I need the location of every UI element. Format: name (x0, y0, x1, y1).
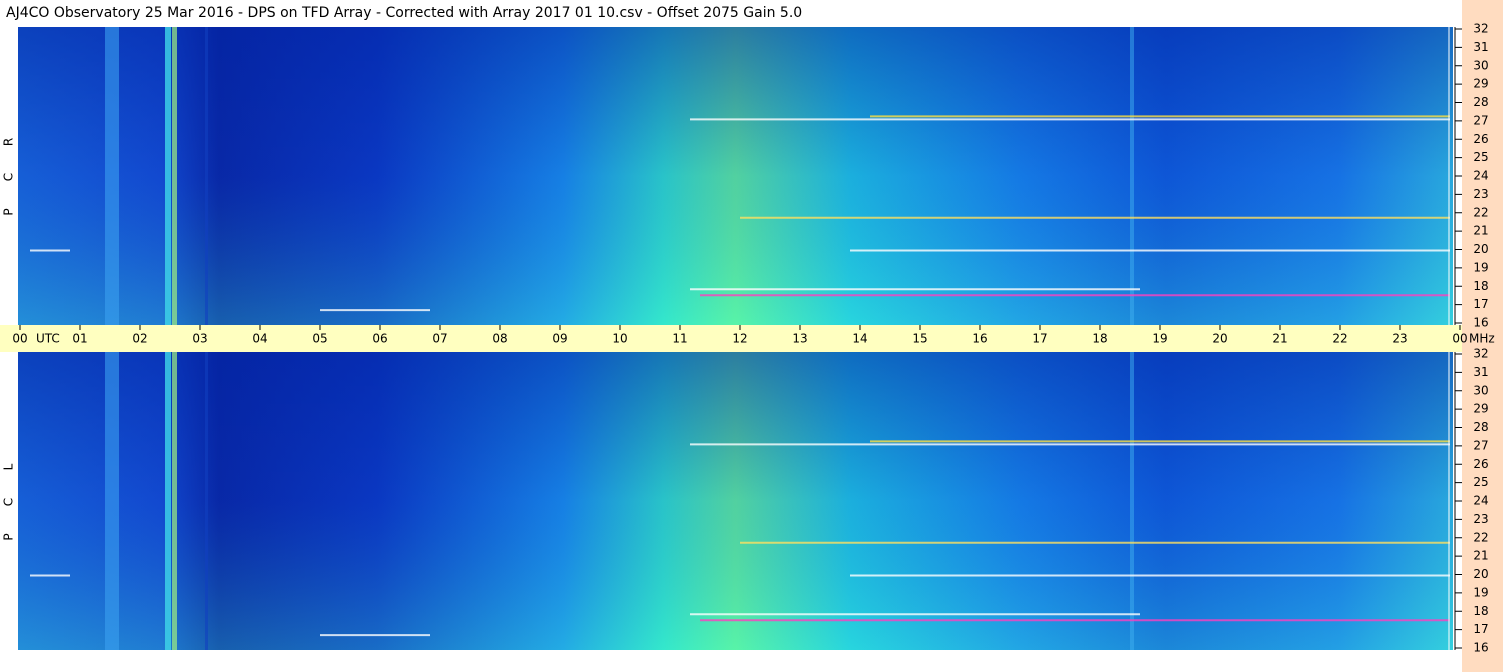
time-label: 09 (552, 332, 567, 346)
panel-letter: R (2, 138, 16, 146)
freq-label: 17 (1473, 622, 1488, 636)
stripe (172, 352, 177, 650)
freq-label: 29 (1473, 402, 1488, 416)
freq-label: 19 (1473, 585, 1488, 599)
freq-label: 30 (1473, 58, 1488, 72)
time-label: 01 (72, 332, 87, 346)
freq-label: 20 (1473, 242, 1488, 256)
freq-label: 26 (1473, 457, 1488, 471)
time-label: 16 (972, 332, 987, 346)
panel-letter: P (2, 533, 16, 540)
freq-label: 24 (1473, 494, 1488, 508)
panel-letter: C (2, 173, 16, 181)
time-label: 17 (1032, 332, 1047, 346)
time-label: 10 (612, 332, 627, 346)
time-label: 00 (1452, 332, 1467, 346)
time-label: 19 (1152, 332, 1167, 346)
spectrogram-shade (18, 352, 1453, 650)
time-label: 07 (432, 332, 447, 346)
stripe (105, 27, 119, 325)
panels (18, 27, 1453, 650)
time-axis-band (0, 325, 1462, 352)
time-label: 04 (252, 332, 267, 346)
time-unit: UTC (36, 332, 60, 346)
freq-label: 30 (1473, 383, 1488, 397)
freq-label: 17 (1473, 297, 1488, 311)
panel-letter: L (2, 463, 16, 470)
axes: 32 31 30 29 28 27 26 25 24 23 22 21 20 19 18 17 16 R C P 32 3… (2, 22, 1495, 655)
time-label: 05 (312, 332, 327, 346)
spectrogram-shade (18, 27, 1453, 325)
freq-label: 29 (1473, 77, 1488, 91)
time-label: 11 (672, 332, 687, 346)
time-label: 13 (792, 332, 807, 346)
stripe (205, 27, 208, 325)
freq-label: 21 (1473, 549, 1488, 563)
freq-label: 22 (1473, 205, 1488, 219)
freq-label: 25 (1473, 475, 1488, 489)
freq-label: 23 (1473, 187, 1488, 201)
time-label: 14 (852, 332, 867, 346)
freq-label: 28 (1473, 95, 1488, 109)
freq-label: 27 (1473, 438, 1488, 452)
freq-label: 32 (1473, 347, 1488, 361)
freq-label: 18 (1473, 279, 1488, 293)
freq-label: 31 (1473, 40, 1488, 54)
stripe (172, 27, 177, 325)
freq-label: 26 (1473, 132, 1488, 146)
panel-letter: C (2, 498, 16, 506)
time-label: 06 (372, 332, 387, 346)
stripe (205, 352, 208, 650)
panel-letter: P (2, 208, 16, 215)
freq-label: 27 (1473, 113, 1488, 127)
time-label: 08 (492, 332, 507, 346)
freq-label: 19 (1473, 260, 1488, 274)
freq-label: 32 (1473, 22, 1488, 36)
stripe (1130, 352, 1134, 650)
freq-label: 16 (1473, 641, 1488, 655)
freq-label: 20 (1473, 567, 1488, 581)
time-label: 12 (732, 332, 747, 346)
stripe (165, 352, 171, 650)
time-label: 22 (1332, 332, 1347, 346)
time-label: 03 (192, 332, 207, 346)
time-label: 02 (132, 332, 147, 346)
right-strip (1462, 0, 1503, 672)
freq-label: 22 (1473, 530, 1488, 544)
freq-label: 25 (1473, 150, 1488, 164)
freq-label: 31 (1473, 365, 1488, 379)
freq-label: 16 (1473, 316, 1488, 330)
title: AJ4CO Observatory 25 Mar 2016 - DPS on T… (6, 5, 802, 21)
freq-unit: MHz (1469, 332, 1495, 346)
stripe (1130, 27, 1134, 325)
time-label: 18 (1092, 332, 1107, 346)
freq-label: 21 (1473, 224, 1488, 238)
stripe (105, 352, 119, 650)
time-label: 15 (912, 332, 927, 346)
stripe (165, 27, 171, 325)
freq-label: 18 (1473, 604, 1488, 618)
time-label: 20 (1212, 332, 1227, 346)
time-label: 23 (1392, 332, 1407, 346)
freq-label: 23 (1473, 512, 1488, 526)
freq-label: 24 (1473, 169, 1488, 183)
time-label: 21 (1272, 332, 1287, 346)
time-label: 00 (12, 332, 27, 346)
freq-label: 28 (1473, 420, 1488, 434)
